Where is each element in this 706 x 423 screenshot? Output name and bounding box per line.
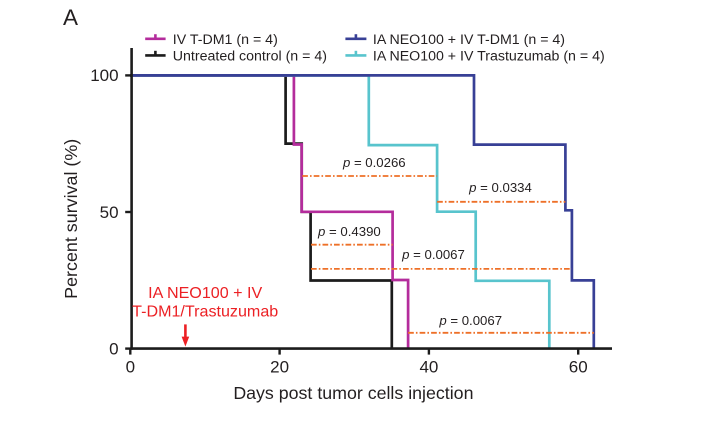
svg-text:40: 40 [419,358,438,377]
svg-text:p = 0.0067: p = 0.0067 [438,313,502,328]
svg-text:60: 60 [569,358,588,377]
svg-text:IA NEO100 + IV Trastuzumab (n: IA NEO100 + IV Trastuzumab (n = 4) [373,49,605,65]
svg-text:0: 0 [109,339,118,358]
svg-text:p = 0.0334: p = 0.0334 [468,180,532,195]
svg-text:50: 50 [100,203,119,222]
svg-text:T-DM1/Trastuzumab: T-DM1/Trastuzumab [132,303,278,321]
svg-text:IV T-DM1 (n = 4): IV T-DM1 (n = 4) [173,32,278,48]
svg-text:A: A [63,5,78,30]
svg-text:p = 0.0266: p = 0.0266 [342,155,406,170]
svg-text:IA NEO100 + IV T-DM1 (n = 4): IA NEO100 + IV T-DM1 (n = 4) [373,32,565,48]
svg-text:p = 0.4390: p = 0.4390 [317,224,381,239]
svg-text:100: 100 [90,66,118,85]
svg-text:Percent survival (%): Percent survival (%) [61,139,81,299]
svg-text:Days post tumor cells injectio: Days post tumor cells injection [233,383,473,403]
svg-text:0: 0 [126,358,135,377]
svg-text:IA NEO100 + IV: IA NEO100 + IV [148,284,262,302]
svg-text:Untreated control (n = 4): Untreated control (n = 4) [173,49,327,65]
svg-text:20: 20 [270,358,289,377]
svg-text:p = 0.0067: p = 0.0067 [401,247,465,262]
